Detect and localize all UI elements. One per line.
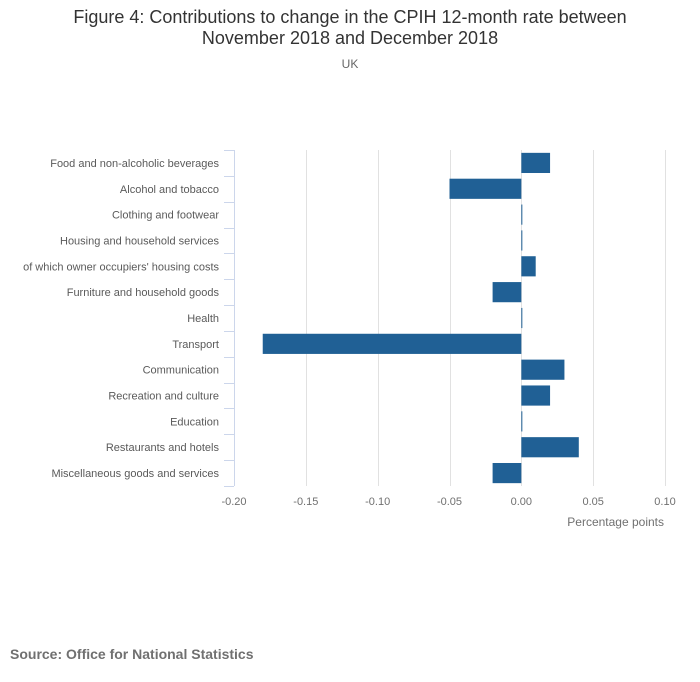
bar (521, 385, 551, 406)
bar (262, 333, 522, 354)
y-category-label: Furniture and household goods (67, 287, 220, 299)
x-tick-label: 0.00 (511, 496, 532, 508)
x-tick-label: -0.05 (437, 496, 462, 508)
bar (521, 204, 523, 225)
bar (521, 256, 536, 277)
source-note: Source: Office for National Statistics (10, 646, 254, 662)
bar (492, 282, 522, 303)
bars (262, 152, 579, 484)
y-category-label: Alcohol and tobacco (120, 184, 219, 196)
x-tick-label: -0.20 (221, 496, 246, 508)
chart-title: Figure 4: Contributions to change in the… (0, 7, 700, 49)
bar (521, 307, 523, 329)
chart-subtitle: UK (341, 57, 359, 71)
bar (521, 437, 579, 458)
x-axis-title: Percentage points (567, 515, 664, 529)
x-tick-label: -0.10 (365, 496, 390, 508)
bar (521, 152, 551, 174)
bar (449, 178, 522, 199)
y-category-label: Housing and household services (60, 235, 219, 247)
gridlines (234, 150, 666, 486)
y-category-label: Food and non-alcoholic beverages (50, 158, 219, 170)
y-category-label: Health (187, 313, 219, 325)
bar (521, 230, 523, 251)
labels: -0.20 -0.15 -0.10 -0.05 0.00 0.05 0.10 Food and… (23, 158, 676, 529)
y-category-label: Communication (143, 365, 219, 377)
y-category-label: Transport (172, 339, 219, 351)
y-category-label: Education (170, 416, 219, 428)
bar (521, 411, 523, 432)
x-tick-label: -0.15 (293, 496, 318, 508)
category-axis (224, 150, 235, 487)
y-category-label: of which owner occupiers' housing costs (23, 261, 219, 273)
chart-title-line1: Figure 4: Contributions to change in the… (73, 7, 627, 27)
y-category-label: Recreation and culture (108, 391, 219, 403)
chart-title-line2: November 2018 and December 2018 (201, 28, 499, 48)
x-tick-label: 0.10 (654, 496, 675, 508)
y-category-label: Miscellaneous goods and services (51, 468, 219, 480)
bar (521, 359, 565, 380)
y-category-label: Restaurants and hotels (106, 442, 220, 454)
bar (492, 462, 522, 484)
x-tick-label: 0.05 (582, 496, 603, 508)
y-category-label: Clothing and footwear (112, 210, 219, 222)
